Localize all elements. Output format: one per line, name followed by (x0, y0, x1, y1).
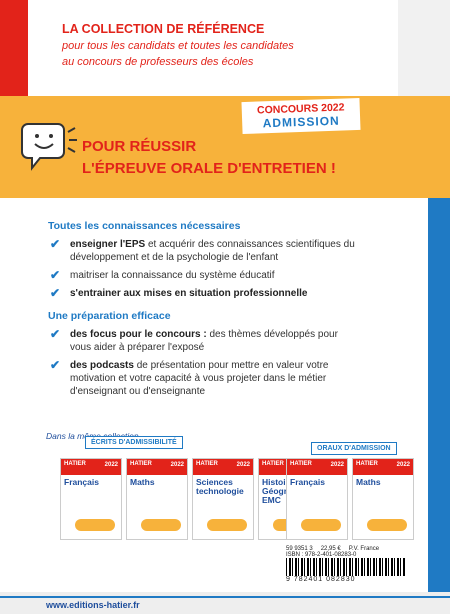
book-cover: HATIER 2022 Français (60, 458, 122, 540)
isbn: ISBN : 978-2-401-08283-0 (286, 552, 357, 558)
book-title: Maths (356, 477, 381, 487)
book-year: 2022 (236, 462, 250, 468)
bullet-item: ✔ enseigner l'EPS et acquérir des connais… (48, 238, 360, 264)
book-cover: HATIER 2022 Maths (126, 458, 188, 540)
price: 22,95 € (320, 546, 341, 552)
item-text: des thèmes développés pour vous aider à … (70, 329, 338, 353)
badge: CONCOURS 2022 ADMISSION (241, 97, 361, 135)
speech-icon (21, 123, 77, 171)
check-icon: ✔ (50, 268, 61, 282)
header-line: pour tous les candidats et toutes les ca… (62, 40, 294, 52)
bullet-item: ✔ maitriser la connaissance du système éd… (48, 269, 360, 282)
book-brand: HATIER (127, 459, 187, 475)
footer-line (0, 596, 450, 598)
group-title: ORAUX D'ADMISSION (311, 442, 397, 455)
book-band (367, 519, 407, 531)
book-year: 2022 (170, 462, 184, 468)
red-strip (0, 0, 28, 100)
book-band (301, 519, 341, 531)
book-brand: HATIER (353, 459, 413, 475)
book-year: 2022 (330, 462, 344, 468)
book-band (207, 519, 247, 531)
group-title: ÉCRITS D'ADMISSIBILITÉ (85, 436, 183, 449)
check-icon: ✔ (50, 286, 61, 300)
book-band (75, 519, 115, 531)
headline: POUR RÉUSSIR L'ÉPREUVE ORALE D'ENTRETIEN… (82, 136, 336, 180)
header-side (398, 0, 450, 96)
bullet-item: ✔ des focus pour le concours : des thèmes… (48, 328, 360, 354)
book-brand: HATIER (287, 459, 347, 475)
book-cover: HATIER 2022 Sciences technologie (192, 458, 254, 540)
section-title: Toutes les connaissances nécessaires (48, 220, 241, 232)
check-icon: ✔ (50, 358, 61, 372)
header-line: au concours de professeurs des écoles (62, 56, 254, 68)
item-text: de présentation pour mettre en valeur vo… (70, 360, 329, 397)
book-title: Sciences technologie (196, 477, 244, 496)
sections: Toutes les connaissances nécessaires ✔ ens… (48, 220, 388, 403)
check-icon: ✔ (50, 327, 61, 341)
bullet-item: ✔ s'entrainer aux mises en situation prof… (48, 287, 360, 300)
barcode (286, 558, 406, 576)
book-title: Maths (130, 477, 155, 487)
section-title: Une préparation efficace (48, 310, 171, 322)
header-title: LA COLLECTION DE RÉFÉRENCE (62, 22, 265, 36)
book-band (141, 519, 181, 531)
headline-line: L'ÉPREUVE ORALE D'ENTRETIEN ! (82, 160, 336, 177)
blue-strip (428, 198, 450, 592)
website: www.editions-hatier.fr (46, 600, 140, 610)
pv: P.V. France (348, 546, 380, 552)
bullet-item: ✔ des podcasts de présentation pour mettr… (48, 359, 360, 398)
headline-line: POUR RÉUSSIR (82, 138, 197, 155)
item-bold: des focus pour le concours : (70, 329, 207, 340)
book-year: 2022 (396, 462, 410, 468)
book-brand: HATIER (61, 459, 121, 475)
barcode-code: 59 9351 3 (286, 546, 313, 552)
item-bold: s'entrainer aux mises en situation profe… (70, 288, 308, 299)
barcode-row: 59 9351 3 22,95 € P.V. France (286, 546, 406, 552)
item-text: maitriser la connaissance du système édu… (70, 270, 275, 281)
barcode-box: 59 9351 3 22,95 € P.V. France ISBN : 978… (286, 546, 406, 588)
book-title: Histoire Géographie EMC (262, 477, 309, 505)
item-bold: des podcasts (70, 360, 134, 371)
book-year: 2022 (104, 462, 118, 468)
item-text: et acquérir des connaissances scientifiq… (70, 239, 355, 263)
barcode-digits: 9 782401 082830 (286, 576, 356, 583)
book-cover: HATIER 2022 Maths (352, 458, 414, 540)
book-title: Français (290, 477, 325, 487)
item-bold: enseigner l'EPS (70, 239, 146, 250)
book-cover: HATIER 2022 Français (286, 458, 348, 540)
check-icon: ✔ (50, 237, 61, 251)
book-brand: HATIER (193, 459, 253, 475)
header-box (28, 0, 398, 92)
book-title: Français (64, 477, 99, 487)
orange-band (0, 96, 450, 198)
